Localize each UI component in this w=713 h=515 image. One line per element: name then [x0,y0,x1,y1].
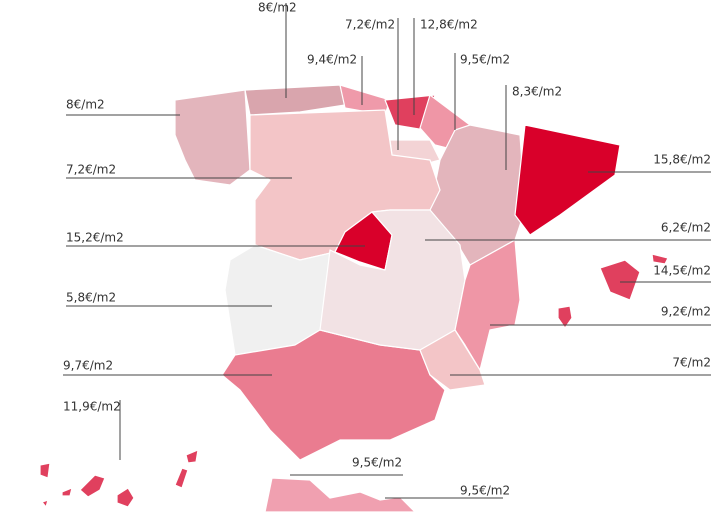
price-label: 14,5€/m2 [653,264,711,278]
price-label: 12,8€/m2 [420,18,478,32]
price-label: 9,2€/m2 [661,305,711,319]
region [79,474,106,498]
region [557,305,573,329]
region [185,449,199,464]
price-label: 9,5€/m2 [352,456,402,470]
price-label: 7€/m2 [672,356,711,370]
price-label: 9,4€/m2 [307,53,357,67]
price-label: 11,9€/m2 [63,400,121,414]
region [264,477,416,513]
price-label: 9,7€/m2 [63,359,113,373]
price-label: 5,8€/m2 [66,291,116,305]
region [651,253,669,265]
region [319,209,466,351]
region [514,124,621,236]
region [174,467,189,489]
region [41,499,49,508]
region [61,487,73,497]
price-label: 7,2€/m2 [66,163,116,177]
price-label: 8,3€/m2 [512,85,562,99]
price-label: 15,8€/m2 [653,153,711,167]
price-label: 9,5€/m2 [460,53,510,67]
price-label: 15,2€/m2 [66,231,124,245]
region [174,89,251,186]
region [244,84,346,116]
region [39,462,51,479]
region [116,487,135,508]
region [454,239,521,371]
price-label: 8€/m2 [258,1,297,15]
price-label: 9,5€/m2 [460,484,510,498]
region [599,259,641,301]
price-label: 7,2€/m2 [345,18,395,32]
price-label: 6,2€/m2 [661,221,711,235]
price-label: 8€/m2 [66,98,105,112]
